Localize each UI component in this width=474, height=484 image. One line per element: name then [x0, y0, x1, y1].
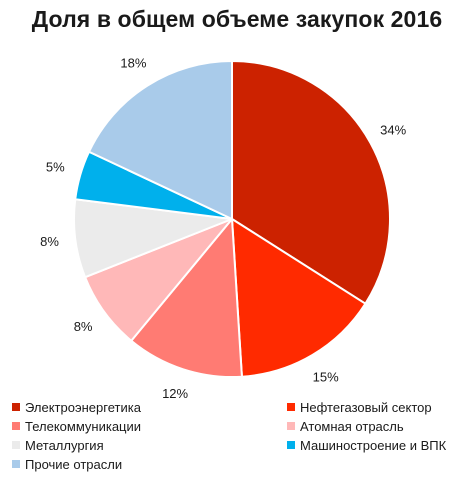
data-label-6: 5% [46, 160, 65, 175]
pie-slice-7 [87, 59, 233, 221]
data-label-7: 18% [120, 56, 146, 71]
data-label-5: 8% [40, 234, 59, 249]
data-label-1: 34% [380, 122, 406, 137]
data-label-3: 12% [162, 386, 188, 401]
data-label-4: 8% [74, 319, 93, 334]
data-label-2: 15% [313, 369, 339, 384]
pie-slice-3 [129, 216, 243, 379]
chart-title: Доля в общем объеме закупок 2016 [31, 6, 443, 32]
pie-slice-2 [230, 217, 367, 378]
